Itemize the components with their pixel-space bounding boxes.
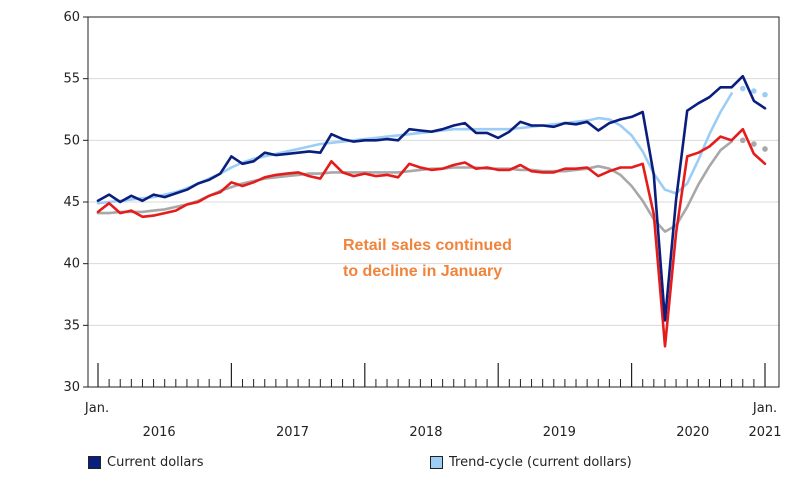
- axes: [83, 16, 780, 388]
- series-3-point-60: [762, 146, 768, 152]
- legend-label-current-dollars: Current dollars: [107, 455, 204, 470]
- legend-swatch-trend-cycle: [430, 456, 443, 469]
- y-tick-label-50: 50: [63, 133, 80, 148]
- x-label-y2019: 2019: [543, 425, 576, 440]
- y-tick-label-60: 60: [63, 10, 80, 25]
- y-tick-label-30: 30: [63, 380, 80, 395]
- y-tick-label-40: 40: [63, 257, 80, 272]
- series-line-1: [96, 127, 767, 348]
- legend-swatch-current-dollars: [88, 456, 101, 469]
- y-tick-label-35: 35: [63, 318, 80, 333]
- labels-layer: 30 35 40 45 50 55 60 Jan. 2016 2017 2018 2019 2020 Ja…: [63, 10, 781, 440]
- series-layer: [96, 74, 768, 348]
- x-label-y2016: 2016: [143, 425, 176, 440]
- x-label-y2018: 2018: [409, 425, 442, 440]
- x-label-y2017: 2017: [276, 425, 309, 440]
- series-2-point-60: [762, 91, 768, 98]
- x-label-y2020: 2020: [676, 425, 709, 440]
- annotation-line-1: Retail sales continued: [343, 237, 512, 254]
- series-3-point-59: [751, 141, 757, 147]
- legend-item-current-dollars: Current dollars: [88, 455, 203, 470]
- series-2-point-59: [751, 88, 757, 94]
- y-tick-label-45: 45: [63, 195, 80, 210]
- x-label-jan-start: Jan.: [84, 401, 109, 416]
- legend-label-trend-cycle: Trend-cycle (current dollars): [449, 455, 632, 470]
- series-2-point-58: [739, 85, 746, 92]
- x-label-jan-end: Jan.: [752, 401, 777, 416]
- series-line-0: [96, 74, 767, 322]
- legend-item-trend-cycle: Trend-cycle (current dollars): [430, 455, 632, 470]
- x-label-y2021: 2021: [748, 425, 781, 440]
- series-3-point-58: [739, 137, 746, 144]
- y-tick-label-55: 55: [63, 72, 80, 87]
- annotation-line-2: to decline in January: [343, 263, 502, 280]
